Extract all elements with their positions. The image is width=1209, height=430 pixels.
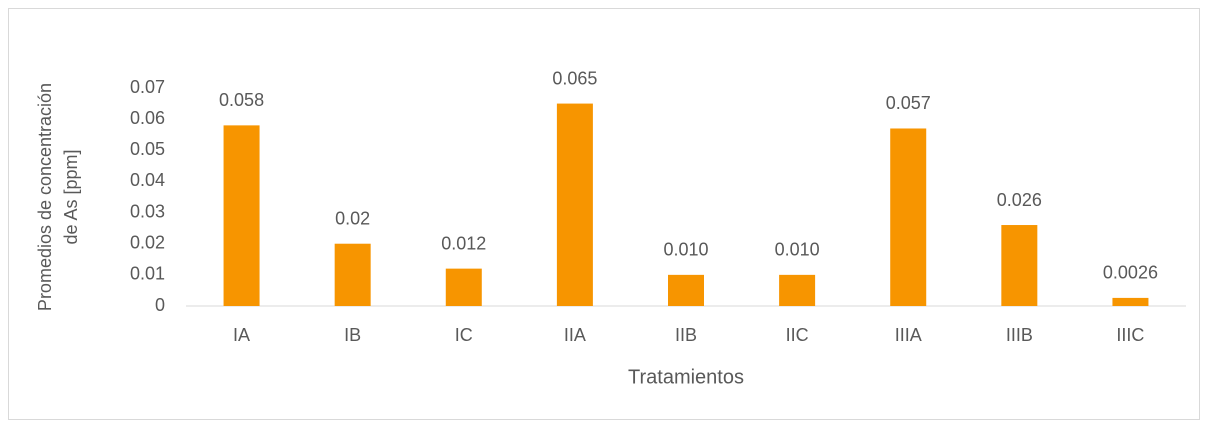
x-tick-label: IIIB bbox=[1006, 325, 1033, 345]
x-tick-label: IC bbox=[455, 325, 473, 345]
data-label: 0.012 bbox=[441, 233, 486, 253]
bar bbox=[334, 243, 371, 306]
bar bbox=[1001, 225, 1038, 306]
x-tick-label: IA bbox=[233, 325, 250, 345]
bar bbox=[779, 274, 816, 306]
y-tick-label: 0.02 bbox=[130, 232, 165, 252]
data-label: 0.026 bbox=[997, 190, 1042, 210]
bar bbox=[890, 128, 927, 306]
y-tick-label: 0.03 bbox=[130, 201, 165, 221]
data-label: 0.010 bbox=[775, 240, 820, 260]
bar bbox=[668, 274, 704, 306]
x-tick-label: IIA bbox=[564, 325, 586, 345]
x-tick-label: IIIA bbox=[895, 325, 922, 345]
bar bbox=[556, 103, 593, 306]
x-tick-label: IIIC bbox=[1116, 325, 1144, 345]
data-label: 0.057 bbox=[886, 93, 931, 113]
data-label: 0.010 bbox=[663, 240, 708, 260]
x-axis-title: Tratamientos bbox=[628, 366, 744, 388]
y-axis-title: Promedios de concentración bbox=[35, 83, 55, 311]
bar bbox=[1112, 297, 1149, 306]
data-label: 0.058 bbox=[219, 90, 264, 110]
y-axis-title: de As [ppm] bbox=[61, 149, 81, 244]
y-tick-label: 0.01 bbox=[130, 264, 165, 284]
data-label: 0.02 bbox=[335, 208, 370, 228]
y-tick-label: 0.04 bbox=[130, 170, 165, 190]
chart-frame bbox=[8, 8, 1200, 420]
y-tick-label: 0 bbox=[155, 295, 165, 315]
y-tick-label: 0.07 bbox=[130, 77, 165, 97]
data-label: 0.0026 bbox=[1103, 263, 1158, 283]
x-tick-label: IIC bbox=[786, 325, 809, 345]
bar bbox=[223, 125, 260, 306]
y-tick-label: 0.06 bbox=[130, 108, 165, 128]
x-tick-label: IB bbox=[344, 325, 361, 345]
data-label: 0.065 bbox=[552, 68, 597, 88]
x-tick-label: IIB bbox=[675, 325, 697, 345]
y-tick-label: 0.05 bbox=[130, 139, 165, 159]
bar bbox=[445, 268, 482, 306]
